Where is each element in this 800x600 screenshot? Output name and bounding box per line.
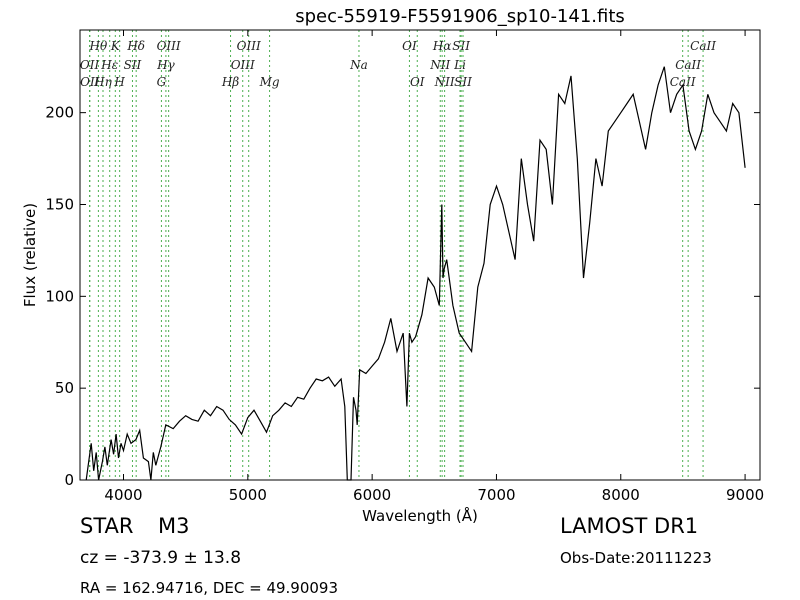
spectral-line-label: SII — [452, 39, 470, 53]
y-axis-label: Flux (relative) — [21, 203, 39, 307]
coordinates-readout: RA = 162.94716, DEC = 49.90093 — [80, 579, 339, 597]
spectral-line-label: OI — [402, 39, 417, 53]
observation-date: Obs-Date:20111223 — [560, 549, 712, 567]
spectral-line-label: OIII — [237, 39, 261, 53]
x-tick-label: 4000 — [104, 486, 142, 504]
spectral-line-label: Hβ — [221, 75, 239, 89]
y-tick-label: 150 — [45, 195, 74, 213]
spectral-line-label: OII — [80, 75, 100, 89]
spectral-line-label: Li — [453, 58, 466, 72]
spectral-line-label: CaII — [675, 58, 701, 72]
survey-name: LAMOST DR1 — [560, 514, 699, 538]
spectral-line-label: CaII — [690, 39, 716, 53]
object-subclass: M3 — [158, 514, 190, 538]
y-tick-label: 0 — [64, 471, 74, 489]
y-tick-label: 100 — [45, 287, 74, 305]
x-tick-label: 9000 — [726, 486, 764, 504]
spectrum-series-line — [85, 66, 746, 481]
redshift-readout: cz = -373.9 ± 13.8 — [80, 548, 242, 568]
spectral-line-label: NII — [434, 75, 455, 89]
spectral-line-label: CaII — [670, 75, 696, 89]
plot-frame — [79, 29, 761, 481]
spectral-line-label: OI — [410, 75, 425, 89]
spectral-line-label: Hγ — [156, 58, 175, 72]
spectral-line-label: SII — [124, 58, 142, 72]
spectral-line-label: G — [157, 75, 167, 89]
spectral-line-label: Mg — [259, 75, 280, 89]
spectral-line-label: Hα — [432, 39, 452, 53]
spectral-line-label: Hθ — [89, 39, 108, 53]
y-tick-label: 200 — [45, 104, 74, 122]
x-tick-label: 6000 — [353, 486, 391, 504]
spectral-line-label: Hδ — [126, 39, 145, 53]
x-tick-label: 5000 — [229, 486, 267, 504]
spectral-line-label: OIII — [231, 58, 255, 72]
spectral-line-label: OIII — [157, 39, 181, 53]
spectral-line-label: NII — [429, 58, 450, 72]
x-tick-label: 7000 — [477, 486, 515, 504]
x-tick-label: 8000 — [602, 486, 640, 504]
x-axis-label: Wavelength (Å) — [362, 506, 478, 525]
spectral-line-label: Na — [349, 58, 368, 72]
object-class: STAR — [80, 514, 134, 538]
spectral-line-label: SII — [454, 75, 472, 89]
chart-title: spec-55919-F5591906_sp10-141.fits — [295, 6, 625, 27]
y-tick-label: 50 — [55, 379, 74, 397]
spectral-line-label: K — [110, 39, 121, 53]
spectral-line-label: Hε — [100, 58, 118, 72]
spectral-line-label: H — [113, 75, 125, 89]
spectral-line-label: Hη — [93, 75, 112, 89]
